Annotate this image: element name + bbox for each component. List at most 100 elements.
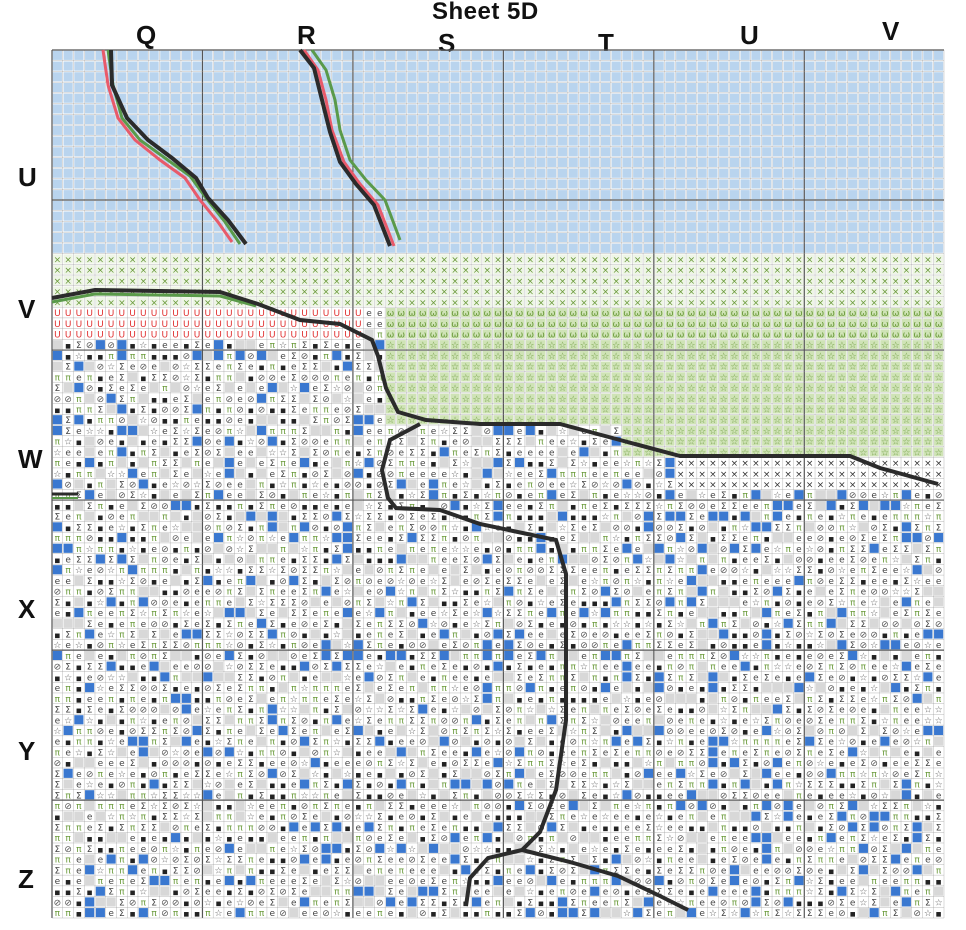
stitch-symbol: ☆ [408,373,416,383]
stitch-symbol: U [248,330,255,340]
stitch-cell [794,318,804,328]
stitch-cell [525,190,535,200]
stitch-cell [772,404,782,414]
stitch-cell [299,93,310,103]
stitch-symbol: × [236,266,244,276]
stitch-cell [719,61,729,71]
stitch-cell [342,93,353,103]
stitch-cell [579,447,589,457]
stitch-cell [600,340,611,350]
stitch-cell [654,179,664,189]
stitch-cell [418,211,428,221]
stitch-symbol: ■ [237,440,243,447]
stitch-symbol: ☆ [558,416,566,426]
stitch-cell [772,50,782,60]
stitch-symbol: e [388,523,394,533]
stitch-cell [891,179,901,189]
stitch-cell [869,382,879,393]
stitch-cell [815,168,825,178]
stitch-cell [525,104,535,114]
stitch-symbol: π [55,534,61,544]
stitch-cell [654,50,664,60]
stitch-cell [181,115,191,125]
stitch-cell [63,543,73,553]
stitch-symbol: ☆ [483,523,491,533]
stitch-cell [912,50,922,60]
stitch-symbol: e [560,438,566,448]
stitch-cell [171,511,181,521]
stitch-cell [171,232,181,243]
stitch-cell [611,340,621,350]
stitch-symbol: U [129,320,136,330]
stitch-cell [697,286,707,296]
stitch-cell [912,447,922,457]
stitch-cell [450,104,460,114]
stitch-symbol: Σ [656,513,662,523]
stitch-symbol: × [559,266,567,276]
stitch-cell [633,211,643,221]
stitch-cell [203,61,213,71]
stitch-symbol: π [205,405,211,415]
stitch-symbol: ■ [248,418,254,425]
stitch-symbol: × [752,266,760,276]
stitch-cell [708,307,718,318]
stitch-cell [891,372,901,382]
stitch-symbol: ■ [710,536,716,543]
stitch-symbol: × [774,288,782,298]
stitch-cell [482,211,492,221]
stitch-cell [407,82,417,93]
stitch-cell [579,93,589,103]
stitch-cell [493,468,503,478]
stitch-cell [246,147,256,157]
stitch-symbol: Σ [667,481,673,491]
stitch-cell [375,72,385,82]
stitch-cell [772,393,782,403]
stitch-cell [837,243,847,253]
stitch-cell [203,222,213,232]
stitch-cell [353,243,363,253]
stitch-cell [901,404,911,414]
stitch-cell [869,340,879,350]
stitch-cell [461,115,471,125]
stitch-symbol: ω [623,330,631,340]
stitch-cell [525,436,535,446]
stitch-symbol: ☆ [601,405,609,415]
stitch-cell [762,93,772,103]
stitch-cell [783,265,793,275]
stitch-symbol: ☆ [569,395,577,405]
stitch-cell [622,168,632,178]
stitch-symbol: ⊘ [86,384,94,394]
stitch-cell [203,50,213,60]
stitch-symbol: ☆ [494,373,502,383]
stitch-cell [106,200,116,210]
stitch-cell [471,372,482,382]
stitch-cell [557,404,568,414]
stitch-cell [160,200,170,210]
stitch-cell [686,254,697,264]
stitch-cell [912,82,922,93]
stitch-cell [815,190,825,200]
stitch-symbol: × [784,277,792,287]
stitch-cell [364,232,374,243]
stitch-cell [74,275,84,285]
stitch-symbol: ☆ [451,405,459,415]
stitch-symbol: ⊘ [376,459,384,469]
stitch-cell [719,93,729,103]
stitch-symbol: ☆ [634,416,642,426]
stitch-symbol: × [258,277,266,287]
stitch-cell [901,232,911,243]
stitch-symbol: × [924,288,932,298]
stitch-symbol: × [86,266,94,276]
stitch-cell [246,104,256,114]
stitch-cell [289,72,299,82]
stitch-cell [353,500,363,510]
stitch-symbol: ☆ [354,459,362,469]
stitch-cell [600,136,611,146]
stitch-symbol: ■ [312,504,318,511]
stitch-cell [375,147,385,157]
stitch-symbol: U [183,309,190,319]
stitch-symbol: ☆ [763,341,771,351]
stitch-symbol: ☆ [913,438,921,448]
stitch-cell [934,329,944,339]
stitch-cell [267,222,277,232]
